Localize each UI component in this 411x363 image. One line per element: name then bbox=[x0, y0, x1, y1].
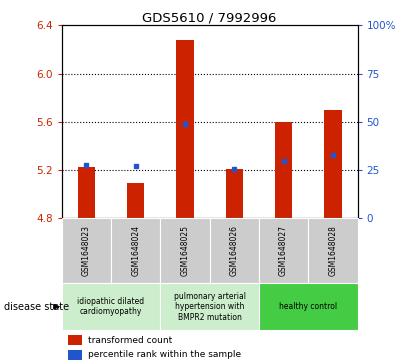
Text: GSM1648027: GSM1648027 bbox=[279, 225, 288, 276]
Bar bbox=[62, 283, 160, 330]
Text: healthy control: healthy control bbox=[279, 302, 337, 311]
Text: percentile rank within the sample: percentile rank within the sample bbox=[88, 350, 241, 359]
Bar bbox=[78, 167, 95, 218]
Text: GSM1648028: GSM1648028 bbox=[328, 225, 337, 276]
Bar bbox=[67, 335, 82, 345]
Bar bbox=[308, 218, 358, 283]
Text: GSM1648025: GSM1648025 bbox=[180, 225, 189, 276]
Bar bbox=[324, 110, 342, 218]
Bar bbox=[160, 283, 259, 330]
Bar bbox=[111, 218, 160, 283]
Text: GSM1648024: GSM1648024 bbox=[131, 225, 140, 276]
Bar bbox=[127, 183, 144, 218]
Bar bbox=[226, 168, 243, 218]
Text: transformed count: transformed count bbox=[88, 336, 173, 344]
Bar bbox=[67, 350, 82, 360]
Text: GSM1648023: GSM1648023 bbox=[82, 225, 91, 276]
Bar bbox=[210, 218, 259, 283]
Title: GDS5610 / 7992996: GDS5610 / 7992996 bbox=[143, 11, 277, 24]
Bar bbox=[275, 122, 292, 218]
Bar bbox=[62, 218, 111, 283]
Bar bbox=[259, 283, 358, 330]
Bar bbox=[176, 40, 194, 218]
Text: GSM1648026: GSM1648026 bbox=[230, 225, 239, 276]
Text: idiopathic dilated
cardiomyopathy: idiopathic dilated cardiomyopathy bbox=[77, 297, 145, 317]
Bar bbox=[259, 218, 308, 283]
Text: pulmonary arterial
hypertension with
BMPR2 mutation: pulmonary arterial hypertension with BMP… bbox=[173, 292, 246, 322]
Bar bbox=[160, 218, 210, 283]
Text: disease state: disease state bbox=[4, 302, 69, 312]
